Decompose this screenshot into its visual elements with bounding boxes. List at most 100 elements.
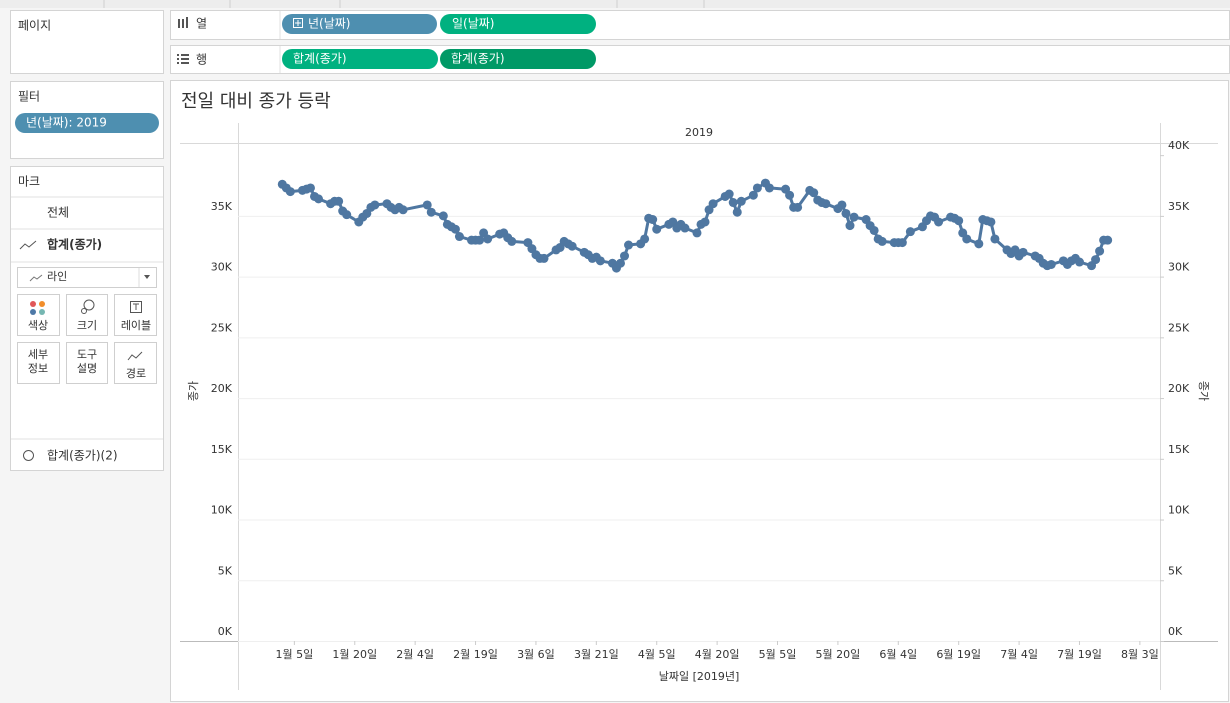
chart-title: 전일 대비 종가 등락 [181,91,331,112]
x-tick-label: 2월 4일 [396,647,434,661]
button-label: 경로 [126,367,146,380]
x-tick-label: 3월 21일 [574,647,619,661]
data-point [483,234,493,244]
data-point [724,189,734,199]
y2-tick-label: 30K [1168,261,1190,274]
columns-label: 열 [196,17,207,31]
data-point [764,183,774,193]
chart-pane [170,80,1229,702]
data-point [426,207,436,217]
mark-button[interactable]: 세부 정보 [17,342,60,384]
filter-pill[interactable]: 년(날짜): 2019 [15,113,159,133]
y-tick-label: 5K [218,564,233,577]
data-point [708,199,718,209]
y2-tick-label: 5K [1168,564,1183,577]
data-point [905,227,915,237]
marks-all[interactable]: 전체 [47,206,69,220]
pill-label: 년(날짜) [308,17,350,31]
data-point [1046,259,1056,269]
data-point [539,253,549,263]
y-axis-title: 종가 [187,381,200,401]
mark-type-dropdown[interactable]: 라인 [17,267,157,288]
data-point [990,234,1000,244]
data-point [620,251,630,261]
y-tick-label: 35K [211,200,233,213]
rows-pill[interactable]: 합계(종가) [440,49,596,69]
data-point [728,198,738,208]
rows-label: 행 [196,52,207,67]
pill-label: 합계(종가) [451,52,505,66]
data-point [652,224,662,234]
y-tick-label: 10K [211,504,233,517]
data-point [615,258,625,268]
x-tick-label: 1월 20일 [332,647,377,661]
y2-axis-title: 종가 [1197,381,1210,401]
data-point [1091,255,1101,265]
data-point [845,221,855,231]
columns-pill[interactable]: 일(날짜) [440,14,596,34]
data-point [438,211,448,221]
marks-layer[interactable]: 합계(종가)(2) [47,449,118,463]
data-point [567,241,577,251]
data-point [736,196,746,206]
marks-layer[interactable]: 합계(종가) [47,237,102,252]
data-point [934,217,944,227]
data-point [849,212,859,222]
y2-tick-label: 35K [1168,200,1190,213]
rows-icon [177,54,189,64]
y-tick-label: 15K [211,443,233,456]
data-point [974,239,984,249]
data-point [1074,257,1084,267]
x-tick-label: 8월 3일 [1121,647,1159,661]
data-point [342,210,352,220]
y-tick-label: 20K [211,382,233,395]
pages-card [10,10,164,74]
data-point [785,190,795,200]
columns-pill[interactable]: 년(날짜) [282,14,437,34]
data-point [877,236,887,246]
x-tick-label: 4월 5일 [638,647,676,661]
data-point [962,234,972,244]
mark-type: 라인 [47,270,67,283]
y2-tick-label: 25K [1168,321,1190,334]
x-tick-label: 4월 20일 [695,647,740,661]
data-point [692,228,702,238]
data-point [314,194,324,204]
button-label: 색상 [28,319,48,332]
y2-tick-label: 20K [1168,382,1190,395]
x-tick-label: 5월 20일 [816,647,861,661]
data-point [793,202,803,212]
x-tick-label: 5월 5일 [759,647,797,661]
data-point [648,215,658,225]
data-point [507,236,517,246]
rows-pill[interactable]: 합계(종가) [282,49,438,69]
y2-tick-label: 40K [1168,139,1190,152]
data-point [305,183,315,193]
y-tick-label: 30K [211,261,233,274]
x-tick-label: 7월 19일 [1057,647,1102,661]
mark-button[interactable]: 크기 [66,294,108,336]
pill-label: 일(날짜) [452,17,494,31]
data-point [454,232,464,242]
data-point [1018,247,1028,257]
pane-borders [180,123,1218,690]
button-label: 크기 [77,319,97,332]
data-point [1103,235,1113,245]
data-point [640,234,650,244]
pill-label: 합계(종가) [293,52,347,66]
mark-button[interactable]: 레이블 [114,294,157,336]
y-tick-label: 0K [218,625,233,638]
data-point [821,199,831,209]
data-point [680,223,690,233]
data-point [1095,246,1105,256]
data-point [809,188,819,198]
line-icon [19,240,37,250]
y2-tick-label: 10K [1168,504,1190,517]
data-point [475,235,485,245]
mark-button[interactable]: 도구 설명 [66,342,108,384]
mark-button[interactable]: 색상 [17,294,60,336]
mark-button[interactable]: 경로 [114,342,157,384]
data-point [869,225,879,235]
button-label: 레이블 [121,319,151,332]
data-point [624,240,634,250]
